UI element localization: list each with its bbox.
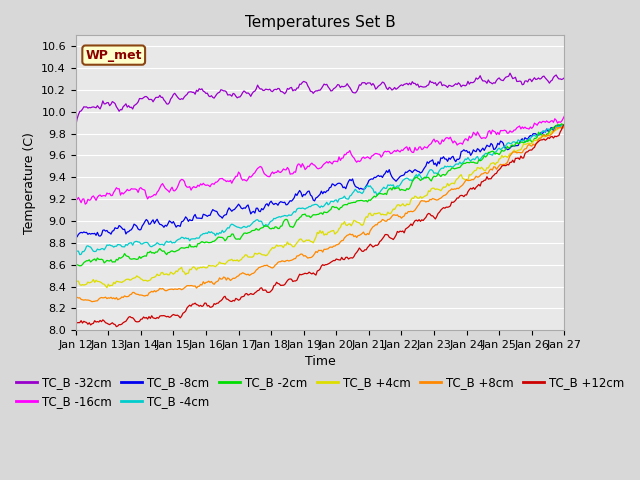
TC_B -8cm [379, 175, 387, 180]
TC_B -2cm [557, 121, 565, 127]
TC_B -2cm [379, 191, 387, 197]
TC_B -32cm [72, 123, 79, 129]
TC_B -16cm [72, 196, 79, 202]
TC_B -8cm [351, 183, 359, 189]
TC_B +12cm [72, 320, 79, 326]
TC_B -2cm [502, 146, 510, 152]
TC_B +12cm [351, 251, 359, 257]
TC_B +4cm [85, 280, 93, 286]
TC_B +8cm [85, 298, 93, 303]
TC_B -32cm [163, 101, 170, 107]
TC_B -4cm [368, 185, 376, 191]
TC_B +8cm [351, 233, 359, 239]
TC_B +8cm [502, 161, 510, 167]
TC_B -4cm [561, 122, 568, 128]
Line: TC_B -32cm: TC_B -32cm [76, 73, 564, 126]
TC_B -2cm [351, 200, 359, 205]
TC_B +4cm [351, 218, 359, 224]
Line: TC_B -8cm: TC_B -8cm [76, 125, 564, 237]
TC_B -16cm [87, 197, 95, 203]
TC_B +4cm [164, 272, 172, 278]
TC_B -16cm [502, 128, 510, 133]
TC_B -4cm [379, 186, 387, 192]
Line: TC_B +4cm: TC_B +4cm [76, 126, 564, 288]
TC_B +12cm [85, 320, 93, 325]
TC_B +8cm [88, 299, 96, 305]
TC_B -32cm [85, 105, 93, 110]
TC_B +8cm [72, 295, 79, 301]
TC_B -8cm [87, 231, 95, 237]
TC_B +4cm [379, 211, 387, 217]
Line: TC_B -4cm: TC_B -4cm [76, 125, 564, 255]
TC_B -8cm [73, 234, 81, 240]
TC_B +12cm [368, 242, 376, 248]
TC_B +8cm [379, 216, 387, 222]
TC_B -2cm [87, 259, 95, 265]
TC_B +4cm [502, 153, 510, 159]
TC_B +4cm [72, 280, 79, 286]
TC_B -2cm [368, 196, 376, 202]
TC_B +4cm [561, 123, 568, 129]
TC_B -16cm [81, 201, 89, 207]
TC_B -4cm [72, 248, 79, 253]
TC_B -4cm [351, 186, 359, 192]
TC_B -8cm [164, 221, 172, 227]
TC_B -4cm [87, 244, 95, 250]
TC_B -16cm [351, 157, 359, 163]
TC_B +12cm [561, 121, 568, 127]
TC_B +4cm [368, 213, 376, 218]
Line: TC_B -2cm: TC_B -2cm [76, 124, 564, 266]
Legend: TC_B -32cm, TC_B -16cm, TC_B -8cm, TC_B -4cm, TC_B -2cm, TC_B +4cm, TC_B +8cm, T: TC_B -32cm, TC_B -16cm, TC_B -8cm, TC_B … [12, 372, 628, 413]
TC_B -32cm [561, 75, 568, 81]
TC_B -2cm [164, 250, 172, 255]
TC_B -32cm [366, 80, 374, 86]
Title: Temperatures Set B: Temperatures Set B [244, 15, 396, 30]
TC_B -4cm [164, 240, 172, 245]
TC_B -32cm [500, 75, 508, 81]
Line: TC_B -16cm: TC_B -16cm [76, 116, 564, 204]
TC_B +12cm [502, 163, 510, 168]
TC_B +4cm [103, 285, 111, 290]
TC_B +8cm [164, 287, 172, 293]
TC_B -2cm [561, 123, 568, 129]
TC_B +12cm [113, 324, 120, 329]
TC_B -16cm [164, 188, 172, 193]
TC_B -32cm [377, 81, 385, 87]
TC_B -8cm [368, 176, 376, 182]
TC_B -8cm [561, 124, 568, 130]
TC_B -4cm [502, 143, 510, 148]
TC_B +8cm [368, 226, 376, 231]
Line: TC_B +12cm: TC_B +12cm [76, 124, 564, 326]
Text: WP_met: WP_met [86, 48, 142, 61]
TC_B -4cm [76, 252, 84, 258]
TC_B -16cm [379, 153, 387, 158]
TC_B +8cm [561, 124, 568, 130]
TC_B -4cm [557, 122, 565, 128]
TC_B -8cm [502, 145, 510, 151]
TC_B +12cm [379, 236, 387, 241]
TC_B -32cm [506, 70, 514, 76]
TC_B -32cm [350, 90, 358, 96]
TC_B +12cm [164, 313, 172, 319]
TC_B -2cm [76, 263, 84, 269]
TC_B -16cm [368, 153, 376, 159]
X-axis label: Time: Time [305, 356, 335, 369]
TC_B -2cm [72, 261, 79, 267]
TC_B -8cm [72, 232, 79, 238]
TC_B -16cm [561, 113, 568, 119]
TC_B -8cm [556, 122, 564, 128]
Line: TC_B +8cm: TC_B +8cm [76, 127, 564, 302]
Y-axis label: Temperature (C): Temperature (C) [22, 132, 36, 234]
